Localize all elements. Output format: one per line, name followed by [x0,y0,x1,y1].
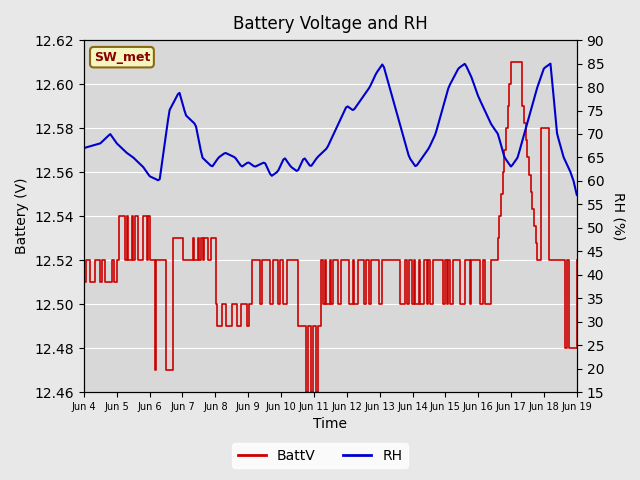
BattV [374,257,381,263]
RH [80,145,88,151]
Line: BattV: BattV [84,62,577,392]
Legend: BattV, RH: BattV, RH [232,443,408,468]
BattV [530,223,538,229]
RH [374,69,381,74]
Title: Battery Voltage and RH: Battery Voltage and RH [233,15,428,33]
RH [547,61,554,67]
Y-axis label: RH (%): RH (%) [611,192,625,240]
RH [573,192,580,198]
BattV [573,257,580,263]
RH [381,70,389,76]
Line: RH: RH [84,64,577,195]
BattV [375,301,383,307]
RH [372,72,380,77]
RH [495,136,503,142]
BattV [80,279,88,285]
BattV [303,389,310,395]
Text: SW_met: SW_met [94,51,150,64]
RH [82,144,90,150]
Y-axis label: Battery (V): Battery (V) [15,178,29,254]
X-axis label: Time: Time [314,418,348,432]
BattV [82,257,90,263]
RH [527,108,534,114]
BattV [497,191,505,197]
BattV [383,257,391,263]
BattV [507,59,515,65]
